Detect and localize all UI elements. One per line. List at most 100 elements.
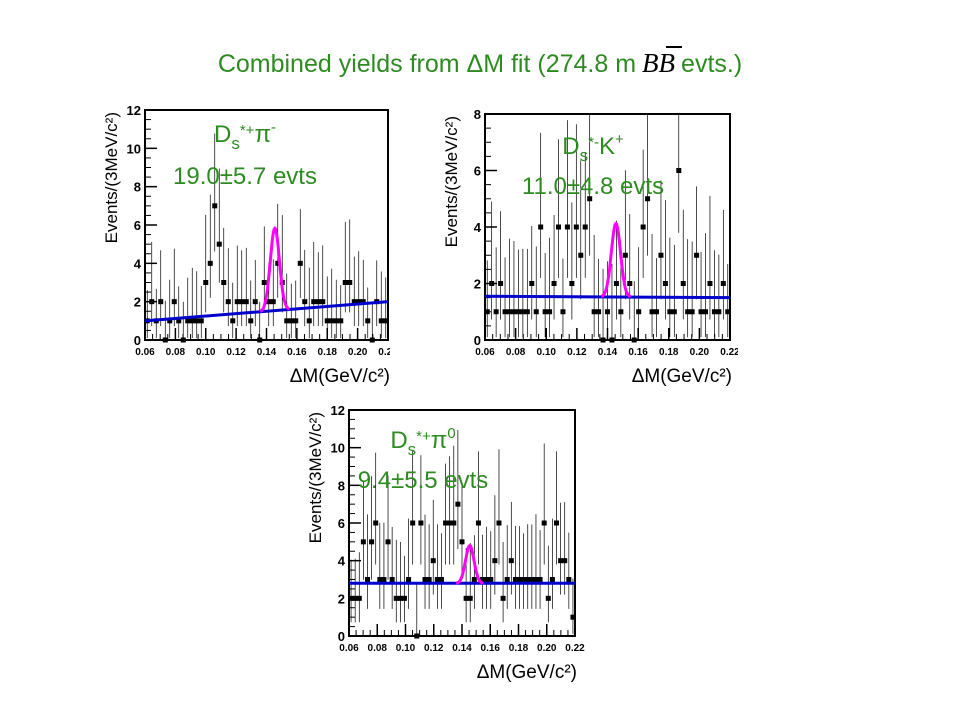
data-marker [488, 577, 494, 582]
y-tick-label: 8 [134, 180, 141, 195]
data-marker [230, 318, 236, 324]
data-marker [685, 309, 691, 315]
data-point [167, 279, 173, 339]
data-marker [631, 337, 637, 343]
data-marker [564, 224, 570, 230]
data-marker [463, 595, 469, 601]
data-point [356, 552, 362, 623]
data-marker [397, 595, 403, 601]
data-marker [171, 299, 177, 305]
y-tick-label: 6 [338, 516, 345, 531]
data-point [538, 132, 544, 278]
data-marker [524, 309, 530, 315]
data-marker [517, 577, 523, 582]
data-marker [401, 595, 407, 601]
data-marker [185, 318, 191, 324]
plot-ds-plus-pi-minus: 0 2 4 6 8 10 12 0.06 0.08 0.10 0.12 0.14 0.16 0.18 0.2… [102, 103, 390, 387]
data-marker [508, 558, 514, 564]
data-marker [549, 577, 555, 582]
data-point [570, 578, 576, 635]
decay-mode-label: Ds*-K+ [562, 131, 624, 165]
data-marker [520, 309, 526, 315]
data-point [622, 170, 628, 300]
x-tick-label: 0.20 [690, 347, 710, 358]
data-point [517, 526, 523, 609]
data-marker [587, 196, 593, 202]
label-particle: D [562, 133, 579, 160]
y-tick-label: 0 [338, 629, 345, 644]
data-point [162, 300, 168, 343]
label-superscript: 0 [447, 425, 455, 442]
data-point [455, 430, 461, 550]
data-marker [369, 337, 375, 343]
data-marker [554, 520, 560, 526]
data-marker [533, 309, 539, 315]
data-marker [680, 281, 686, 286]
data-point [533, 514, 539, 609]
decay-mode-label: Ds*+π- [214, 119, 276, 153]
data-marker [356, 299, 362, 305]
data-marker [167, 318, 173, 324]
data-point [521, 533, 527, 609]
y-tick-label: 4 [134, 256, 142, 271]
data-point [212, 133, 218, 252]
data-marker [498, 281, 504, 286]
data-point [640, 149, 646, 278]
data-point [551, 215, 557, 320]
plot-ds-plus-pi-zero: 0 2 4 6 8 10 12 0.06 0.08 0.10 0.12 0.14 0.16 0.18 0.2… [306, 403, 585, 683]
label-particle: D [214, 121, 231, 148]
x-tick-label: 0.12 [567, 347, 587, 358]
y-tick-label: 4 [338, 554, 346, 569]
data-marker [556, 224, 561, 230]
data-point [613, 220, 619, 320]
label-subscript: s [231, 134, 240, 153]
data-marker [189, 318, 195, 324]
data-marker [252, 299, 258, 305]
data-point [671, 244, 677, 338]
data-marker [451, 520, 457, 526]
y-tick-label: 12 [127, 103, 141, 118]
data-point [338, 285, 344, 339]
data-marker [493, 309, 499, 315]
data-point [393, 539, 399, 623]
data-marker [515, 309, 521, 315]
data-marker [373, 520, 379, 526]
data-point [315, 252, 321, 327]
data-point [422, 514, 428, 609]
data-marker [406, 577, 412, 582]
data-point [158, 250, 164, 327]
data-marker [385, 539, 391, 545]
data-marker [605, 309, 610, 315]
data-point [627, 214, 633, 320]
data-marker [176, 318, 182, 324]
data-point [230, 282, 236, 339]
data-point [556, 139, 561, 278]
x-tick-label: 0.16 [287, 347, 307, 358]
label-superscript: + [615, 131, 624, 148]
label-superscript: *+ [240, 122, 255, 139]
x-tick-label: 0.14 [598, 347, 618, 358]
y-axis-label: Events/(3MeV/c²) [102, 112, 121, 243]
data-marker [560, 309, 566, 315]
data-marker [480, 577, 486, 582]
data-marker [248, 318, 254, 324]
data-point [374, 260, 380, 327]
data-point [401, 555, 407, 623]
data-point [329, 268, 335, 339]
data-marker [627, 281, 633, 286]
data-point [515, 249, 521, 338]
data-point [508, 501, 514, 595]
data-point [564, 120, 570, 278]
data-point [504, 525, 510, 609]
data-point [680, 209, 686, 320]
x-tick-label: 0.18 [659, 347, 679, 358]
data-marker [622, 252, 628, 258]
label-superscript: *+ [416, 428, 431, 445]
data-point [529, 524, 535, 609]
data-marker [422, 577, 428, 582]
y-tick-label: 0 [134, 333, 141, 348]
data-point [707, 195, 713, 320]
x-tick-label: 0.12 [424, 643, 444, 654]
data-point [377, 522, 383, 609]
data-marker [352, 595, 358, 601]
